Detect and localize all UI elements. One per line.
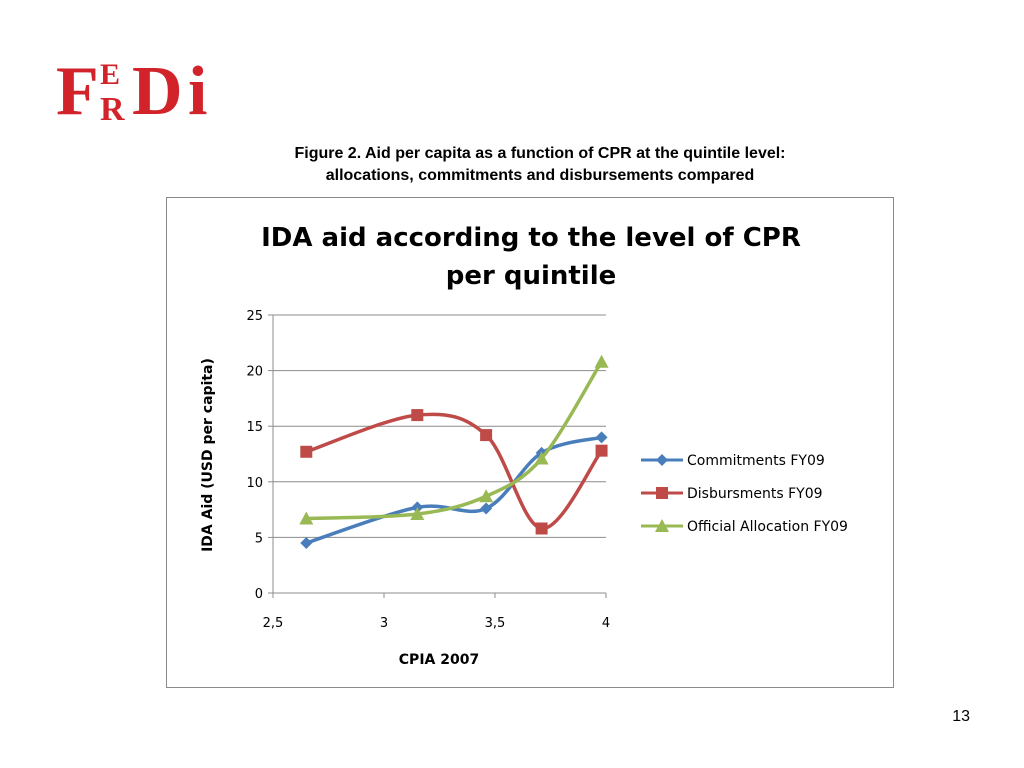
svg-text:F: F [56,53,99,126]
caption-line-1: Figure 2. Aid per capita as a function o… [294,145,786,162]
data-point [300,536,313,549]
data-point [480,429,493,442]
ferdi-logo: F E R D i [56,53,207,126]
x-tick-label: 3 [380,616,388,631]
caption-line-2: allocations, commitments and disbursemen… [325,167,755,184]
x-tick-label: 3,5 [485,616,506,631]
legend-label: Official Allocation FY09 [687,519,848,535]
data-point [479,489,494,503]
svg-text:i: i [188,53,207,126]
y-tick-label: 15 [246,420,263,435]
legend-marker [655,519,669,532]
legend-label: Disbursments FY09 [687,486,823,502]
data-point [300,445,313,458]
line-chart: IDA aid according to the level of CPR pe… [200,223,848,668]
data-point [594,354,609,368]
svg-text:E: E [100,58,120,91]
page-number: 13 [952,708,970,725]
data-point [534,451,549,465]
data-point [410,507,425,521]
chart-title-line-1: IDA aid according to the level of CPR [261,223,801,253]
y-tick-label: 0 [255,587,263,602]
data-point [411,409,424,422]
y-axis-label: IDA Aid (USD per capita) [200,358,216,552]
svg-text:D: D [132,53,183,126]
legend-marker [656,454,668,466]
series-line [305,435,602,545]
y-tick-label: 25 [246,309,263,324]
series-line [305,412,603,531]
data-point [535,522,548,535]
svg-text:R: R [100,91,125,126]
chart-frame: IDA aid according to the level of CPR pe… [166,197,894,688]
chart-legend: Commitments FY09 Disbursments FY09 Officia… [641,453,848,535]
data-point [595,431,608,444]
x-axis-label: CPIA 2007 [399,652,479,668]
y-tick-label: 5 [255,531,263,546]
figure-caption: Figure 2. Aid per capita as a function o… [160,143,920,187]
series-line [306,360,604,521]
data-point [299,511,314,525]
data-point [595,444,608,457]
y-tick-label: 10 [246,476,263,491]
legend-marker [656,487,668,499]
x-tick-label: 2,5 [263,616,284,631]
legend-label: Commitments FY09 [687,453,825,469]
x-tick-label: 4 [602,616,610,631]
data-point [480,502,493,515]
chart-title-line-2: per quintile [446,261,617,291]
y-tick-label: 20 [246,365,263,380]
